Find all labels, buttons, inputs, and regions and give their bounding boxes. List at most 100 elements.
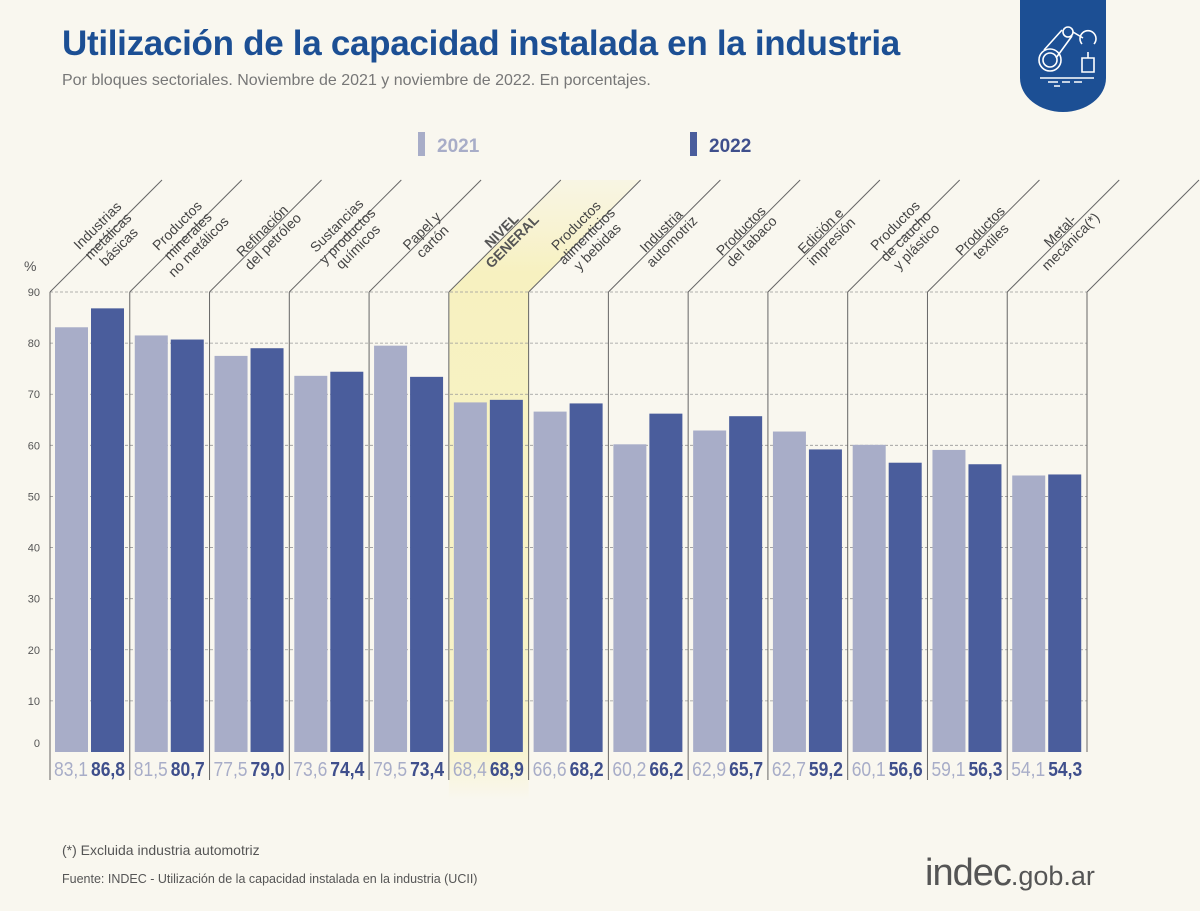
label-diagonal [687,179,801,293]
label-diagonal [368,179,482,293]
category-label: Sustanciasy productosquímicos [305,194,389,278]
y-tick-label: 80 [28,338,40,350]
category-label: Industriasmetálicasbásicas [70,198,145,273]
bar-2021 [533,411,567,752]
data-label-2021: 81,5 [134,759,168,781]
label-diagonal [608,179,721,293]
label-diagonal [448,179,562,293]
data-label-2021: 77,5 [214,759,248,781]
data-label-2022: 74,4 [330,759,365,781]
bar-2021 [453,402,487,752]
y-tick-label: 90 [28,287,40,299]
label-diagonal [528,179,641,293]
bar-2022 [91,308,124,752]
legend-label-2021: 2021 [437,136,480,157]
footnote: (*) Excluida industria automotriz [62,842,260,858]
data-label-2021: 83,1 [54,759,88,781]
page-title: Utilización de la capacidad instalada en… [62,24,900,63]
y-tick-label: 20 [28,645,40,657]
data-label-2021: 60,1 [852,759,886,781]
data-label-2022: 79,0 [251,759,285,781]
bar-2022 [729,416,763,752]
label-diagonal [129,179,243,293]
data-label-2021: 54,1 [1011,759,1045,781]
data-label-2021: 62,9 [692,759,726,781]
logo-main: indec [925,852,1012,894]
category-label: Productosde cauchoy plástico [866,197,944,275]
data-label-2021: 60,2 [612,759,646,781]
bar-2021 [852,444,886,752]
indec-logo[interactable]: indec.gob.ar [925,852,1095,895]
bar-2021 [134,335,168,752]
y-tick-label: 70 [28,389,40,401]
label-diagonal [1086,179,1200,293]
y-tick-label: 60 [28,440,40,452]
bar-2022 [410,376,444,752]
data-label-2021: 79,5 [373,759,407,781]
data-label-2021: 66,6 [533,759,567,781]
y-tick-label: 50 [28,491,40,503]
bar-2021 [294,375,328,752]
bar-2022 [170,339,204,752]
bar-2021 [1012,475,1046,752]
y-tick-label: 0 [34,738,40,750]
category-label: Industriaautomotriz [632,202,700,270]
bar-2021 [693,430,727,752]
y-tick-label: 40 [28,543,40,555]
page-subtitle: Por bloques sectoriales. Noviembre de 20… [62,72,651,89]
data-label-2022: 68,9 [490,759,524,781]
bar-2021 [214,355,248,752]
category-label: Metal-mecánica(*) [1028,199,1103,274]
bar-2021 [374,345,408,752]
bar-2022 [330,371,364,752]
y-tick-label: 10 [28,696,40,708]
bar-2021 [932,449,966,752]
category-label: Productosmineralesno metálicos [144,192,232,280]
data-label-2022: 65,7 [729,759,763,781]
legend-label-2022: 2022 [709,136,751,157]
label-diagonal [927,179,1040,293]
y-tick-label: 30 [28,594,40,606]
data-label-2021: 73,6 [293,759,327,781]
data-label-2021: 62,7 [772,759,806,781]
logo-suffix: .gob.ar [1010,861,1095,891]
category-label: Edición eimpresión [793,204,858,269]
data-label-2021: 68,4 [453,759,487,781]
bar-2022 [489,399,523,752]
data-label-2022: 73,4 [410,759,445,781]
robotic-arm-icon [1020,0,1106,112]
category-label: Refinacióndel petróleo [231,199,305,273]
label-diagonal [49,179,163,293]
category-label: Productosdel tabaco [712,202,780,270]
legend-swatch-2022 [690,132,697,156]
data-label-2022: 59,2 [809,759,843,781]
bar-2022 [649,413,683,752]
source-note: Fuente: INDEC - Utilización de la capaci… [62,872,478,886]
category-label: Papel ycartón [399,209,454,264]
data-label-2022: 54,3 [1048,759,1082,781]
label-diagonal [209,179,322,293]
bar-2021 [772,431,806,752]
label-diagonal [847,179,961,293]
data-label-2022: 86,8 [91,759,125,781]
bar-2022 [808,449,842,752]
bar-2022 [968,464,1002,752]
bar-2022 [1048,474,1082,752]
bar-2022 [569,403,603,752]
label-diagonal [767,179,881,293]
bar-2021 [613,444,647,752]
data-label-2022: 56,6 [889,759,923,781]
bar-2022 [250,348,284,752]
data-label-2022: 56,3 [968,759,1002,781]
label-diagonal [288,179,402,293]
legend-swatch-2021 [418,132,425,156]
data-label-2022: 68,2 [570,759,604,781]
data-label-2022: 80,7 [171,759,205,781]
bar-2022 [888,462,922,752]
data-label-2021: 59,1 [931,759,965,781]
label-diagonal [1006,179,1120,293]
y-axis-label: % [24,258,36,274]
category-label: Productostextiles [952,203,1019,270]
